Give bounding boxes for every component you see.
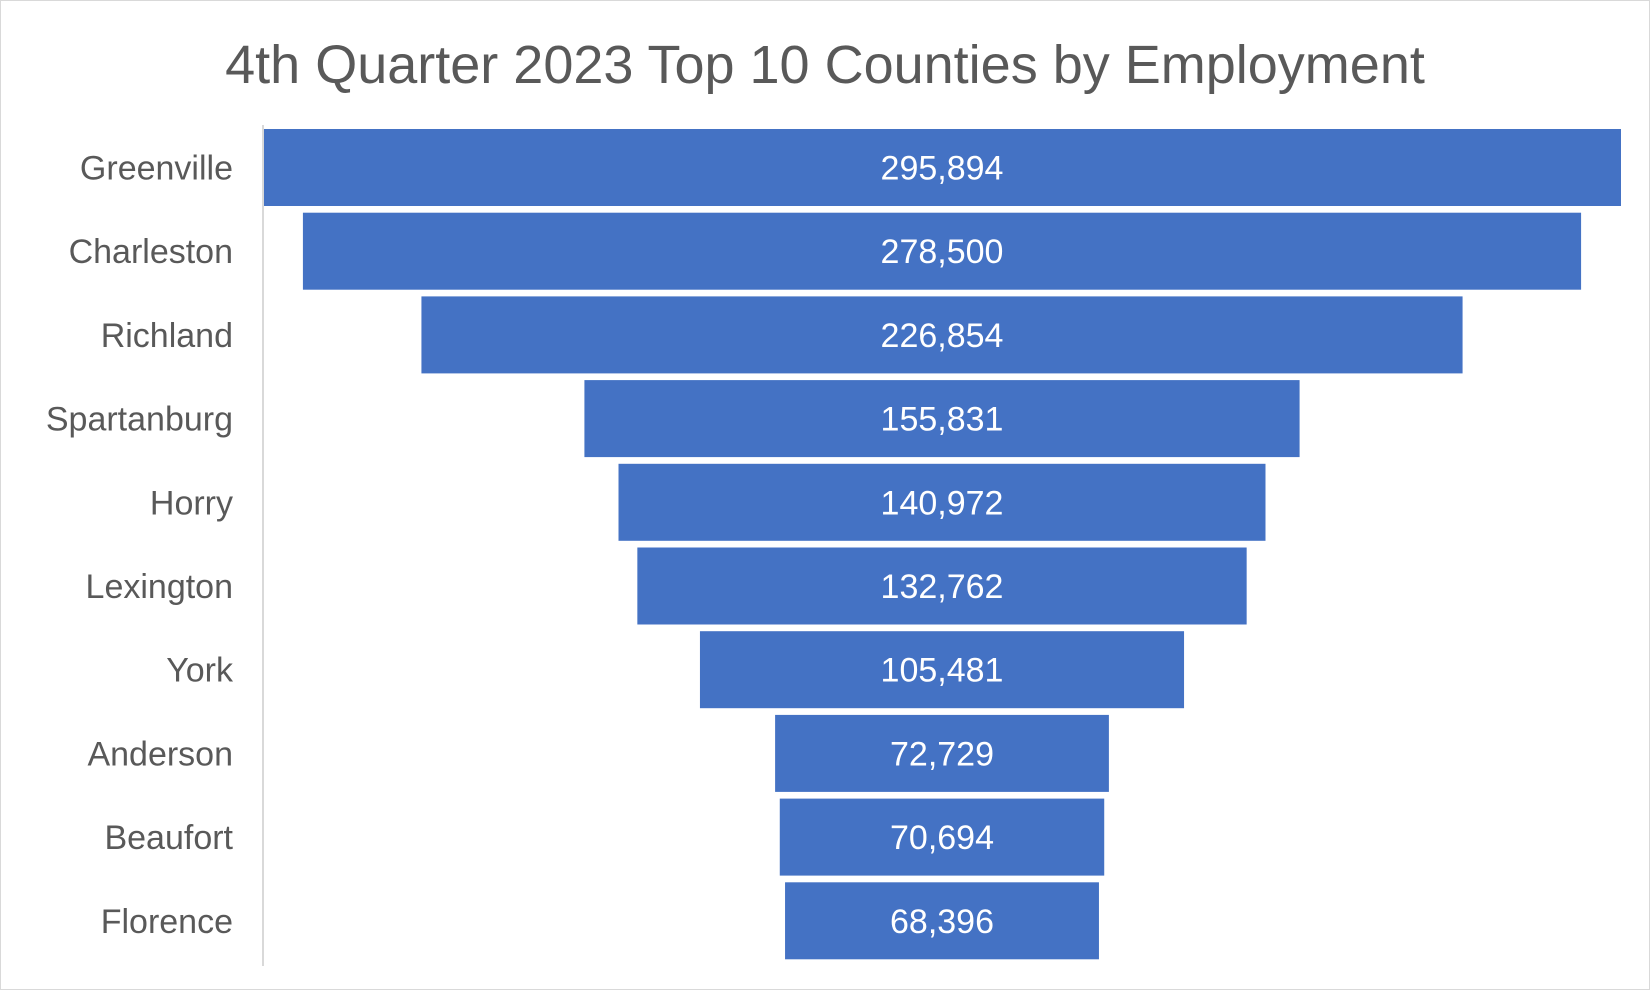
category-label-spartanburg: Spartanburg — [46, 401, 233, 439]
category-label-florence: Florence — [101, 903, 233, 941]
category-label-horry: Horry — [150, 484, 233, 522]
bars-layer: 295,894 278,500 226,854 155,831 140,972 132,7… — [263, 129, 1621, 960]
bar-richland — [421, 296, 1463, 374]
value-label-lexington: 132,762 — [881, 568, 1004, 606]
bar-anderson — [775, 714, 1109, 792]
bar-horry — [618, 463, 1266, 541]
bar-lexington — [637, 547, 1247, 625]
value-label-horry: 140,972 — [881, 484, 1004, 522]
value-label-florence: 68,396 — [890, 903, 994, 941]
bar-york — [699, 631, 1185, 709]
category-label-york: York — [166, 652, 234, 690]
bar-spartanburg — [584, 380, 1300, 458]
category-label-greenville: Greenville — [80, 150, 233, 188]
value-label-greenville: 295,894 — [881, 150, 1004, 188]
chart-title: 4th Quarter 2023 Top 10 Counties by Empl… — [225, 35, 1425, 95]
bar-greenville — [263, 129, 1621, 206]
category-label-beaufort: Beaufort — [104, 819, 233, 857]
category-label-charleston: Charleston — [69, 233, 233, 271]
value-label-york: 105,481 — [881, 652, 1004, 690]
value-label-charleston: 278,500 — [881, 233, 1004, 271]
category-label-anderson: Anderson — [87, 735, 233, 773]
value-label-spartanburg: 155,831 — [881, 401, 1004, 439]
bar-beaufort — [779, 798, 1105, 876]
category-label-lexington: Lexington — [86, 568, 233, 606]
value-label-richland: 226,854 — [881, 317, 1004, 355]
value-label-anderson: 72,729 — [890, 735, 994, 773]
category-label-richland: Richland — [101, 317, 233, 355]
bar-charleston — [302, 212, 1582, 290]
bar-florence — [785, 882, 1099, 960]
category-labels-layer: Greenville Charleston Richland Spartanburg H… — [46, 150, 234, 941]
value-label-beaufort: 70,694 — [890, 819, 994, 857]
